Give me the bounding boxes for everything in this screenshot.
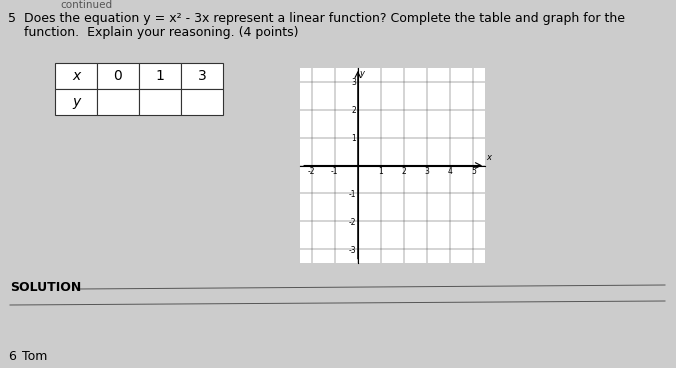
Text: 0: 0 (114, 69, 122, 83)
Text: continued: continued (60, 0, 112, 10)
Text: SOLUTION: SOLUTION (10, 281, 81, 294)
Text: 1: 1 (155, 69, 164, 83)
Text: 6: 6 (8, 350, 16, 363)
Text: Does the equation y = x² - 3x represent a linear function? Complete the table an: Does the equation y = x² - 3x represent … (24, 12, 625, 25)
Text: function.  Explain your reasoning. (4 points): function. Explain your reasoning. (4 poi… (24, 26, 299, 39)
Bar (181, 89, 223, 115)
Text: y: y (72, 95, 80, 109)
Text: x: x (72, 69, 80, 83)
Bar (139, 63, 181, 89)
Bar (55, 89, 97, 115)
Bar (181, 63, 223, 89)
Bar (55, 63, 97, 89)
Bar (97, 89, 139, 115)
Text: x: x (486, 153, 491, 162)
Text: y: y (360, 70, 364, 78)
Bar (97, 63, 139, 89)
Text: Tom: Tom (22, 350, 47, 363)
Bar (139, 89, 181, 115)
Text: 3: 3 (197, 69, 206, 83)
Text: 5: 5 (8, 12, 16, 25)
